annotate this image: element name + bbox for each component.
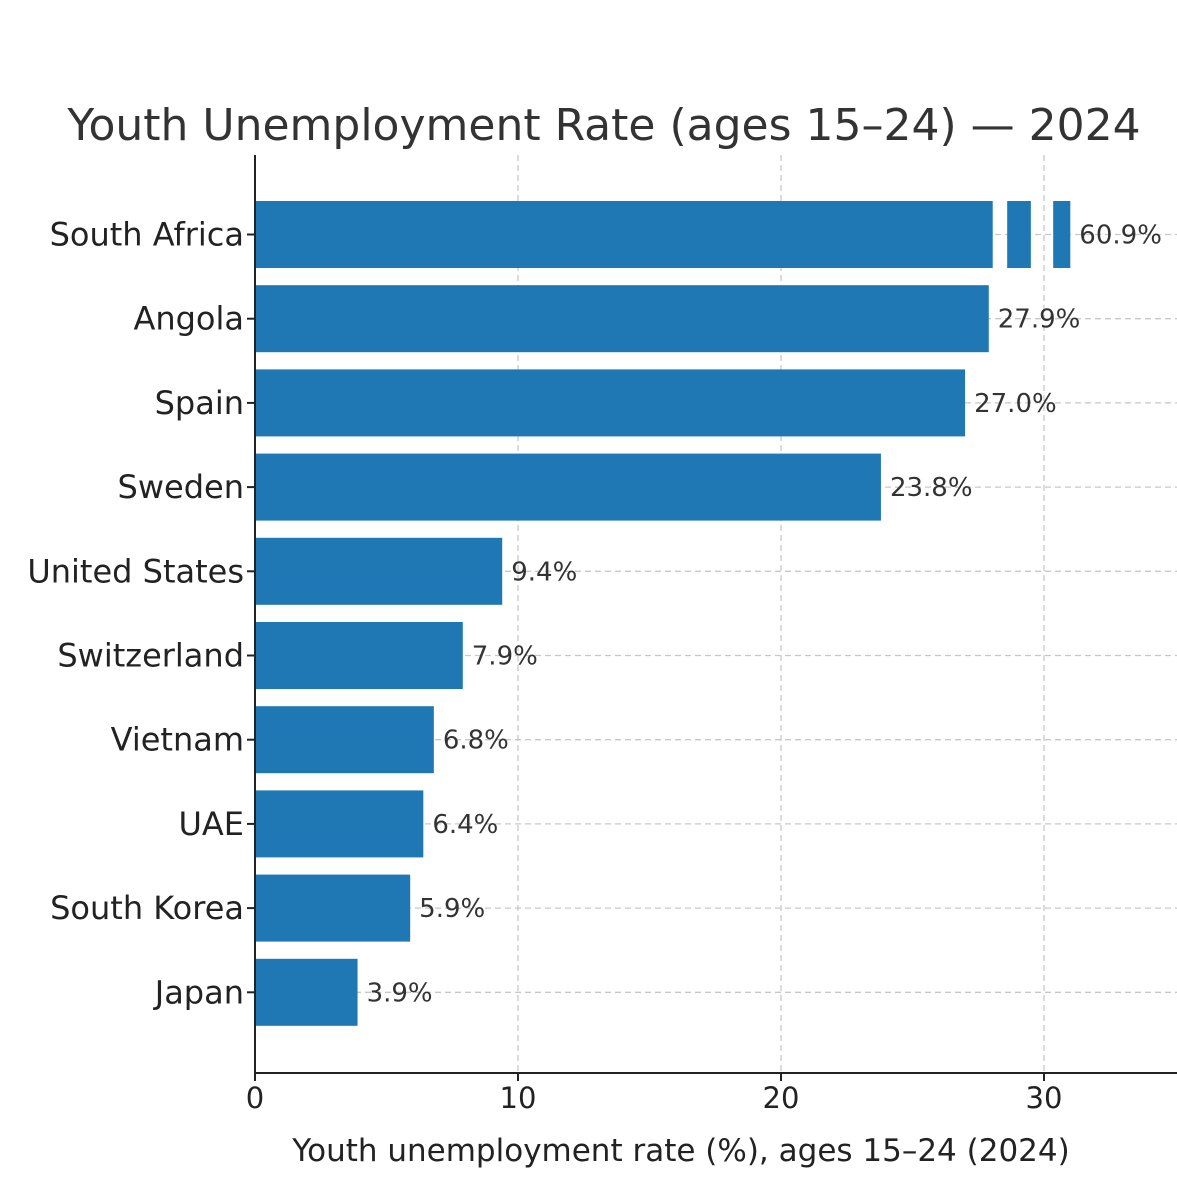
bar [255, 622, 463, 689]
category-label: South Africa [50, 216, 244, 254]
bar-value-label: 6.4% [432, 810, 498, 840]
bar-break-segment [1007, 201, 1031, 268]
bar [255, 790, 424, 858]
x-tick-label: 0 [246, 1081, 264, 1115]
bar [255, 285, 989, 353]
category-label: Switzerland [57, 637, 244, 675]
category-label: South Korea [50, 889, 244, 927]
bar [255, 958, 358, 1026]
x-tick-label: 10 [500, 1081, 537, 1115]
category-label: Sweden [118, 468, 244, 506]
bar [255, 537, 503, 605]
bar-value-label: 60.9% [1079, 221, 1162, 251]
value-labels: 60.9% 27.9% 27.0% 23.8% 9.4% 7.9% 6.8% 6.4% 5.9%… [367, 221, 1162, 1009]
bar [255, 453, 881, 521]
x-tick-label: 20 [763, 1081, 800, 1115]
bar-value-label: 27.9% [998, 305, 1081, 335]
category-label: United States [27, 552, 244, 590]
bar-value-label: 27.0% [974, 389, 1057, 419]
bar-break-segment [1053, 201, 1071, 268]
x-axis-ticks: 0 10 20 30 [246, 233, 1063, 1115]
x-axis-label: Youth unemployment rate (%), ages 15–24 … [291, 1133, 1069, 1169]
category-label: Spain [155, 384, 244, 422]
bar-value-label: 23.8% [890, 473, 973, 503]
bar-value-label: 3.9% [367, 978, 433, 1008]
category-label: Vietnam [111, 721, 244, 759]
category-label: Angola [133, 300, 244, 338]
bar-value-label: 6.8% [443, 726, 509, 756]
category-labels: South Africa Angola Spain Sweden United Stat… [27, 216, 244, 1012]
category-label: UAE [178, 805, 244, 843]
bar [255, 706, 434, 774]
bar [255, 874, 411, 942]
bar [255, 201, 993, 268]
bar-value-label: 7.9% [472, 642, 538, 672]
bar-value-label: 9.4% [511, 557, 577, 587]
x-tick-label: 30 [1026, 1081, 1063, 1115]
chart-title: Youth Unemployment Rate (ages 15–24) — 2… [66, 100, 1140, 151]
bar [255, 369, 966, 437]
bar-value-label: 5.9% [419, 894, 485, 924]
category-label: Japan [153, 973, 244, 1011]
bars [255, 201, 1071, 1026]
